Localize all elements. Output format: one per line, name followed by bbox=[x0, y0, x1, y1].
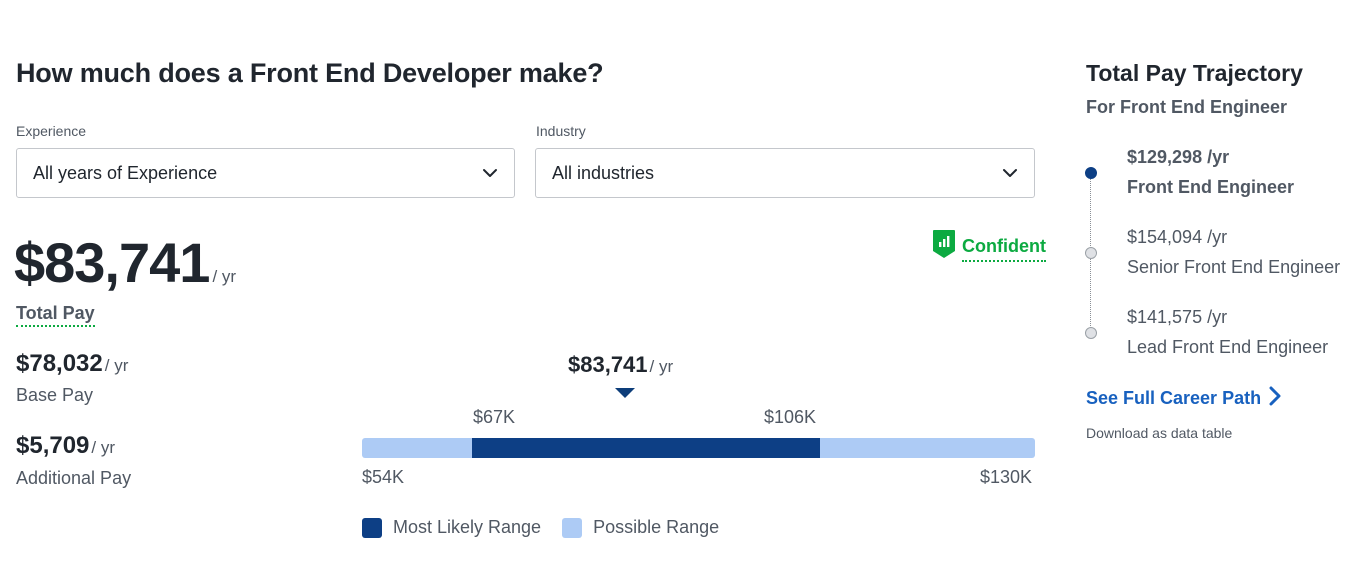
legend-item-possible: Possible Range bbox=[562, 517, 719, 538]
total-pay-label[interactable]: Total Pay bbox=[16, 302, 95, 327]
trajectory-role[interactable]: Front End Engineer bbox=[1127, 177, 1295, 197]
page-title: How much does a Front End Developer make… bbox=[16, 58, 604, 88]
base-pay-amount: $78,032/ yr bbox=[16, 350, 128, 378]
industry-select-value: All industries bbox=[552, 162, 655, 183]
timeline-dot-active bbox=[1085, 167, 1097, 179]
trajectory-role[interactable]: Senior Front End Engineer bbox=[1127, 257, 1341, 277]
chart-legend: Most Likely Range Possible Range bbox=[362, 517, 740, 538]
likely-min-label: $67K bbox=[473, 407, 516, 427]
legend-item-most-likely: Most Likely Range bbox=[362, 517, 541, 538]
industry-select[interactable]: All industries bbox=[535, 148, 1035, 198]
median-pay-label: $83,741/ yr bbox=[568, 352, 673, 378]
chevron-down-icon bbox=[1002, 165, 1018, 181]
confidence-badge[interactable]: Confident bbox=[932, 229, 1046, 262]
confidence-label[interactable]: Confident bbox=[962, 235, 1046, 262]
median-marker-icon bbox=[615, 388, 635, 398]
likely-max-label: $106K bbox=[764, 407, 817, 427]
possible-range-bar bbox=[362, 438, 1035, 458]
trajectory-pay: $129,298 /yr bbox=[1127, 147, 1230, 167]
additional-pay-value: $5,709 bbox=[16, 432, 90, 459]
download-data-table-link[interactable]: Download as data table bbox=[1086, 425, 1233, 441]
median-unit: / yr bbox=[649, 357, 674, 376]
trajectory-subtitle: For Front End Engineer bbox=[1086, 97, 1287, 117]
possible-min-label: $54K bbox=[362, 467, 405, 487]
most-likely-range-bar bbox=[472, 438, 820, 458]
timeline-dot bbox=[1085, 327, 1097, 339]
legend-label: Possible Range bbox=[593, 517, 720, 537]
trajectory-pay: $154,094 /yr bbox=[1127, 227, 1228, 247]
experience-label: Experience bbox=[16, 123, 87, 139]
total-pay-amount: $83,741/ yr bbox=[14, 230, 236, 295]
total-pay-value: $83,741 bbox=[14, 231, 210, 294]
see-full-career-path-link[interactable]: See Full Career Path bbox=[1086, 386, 1281, 411]
base-pay-value: $78,032 bbox=[16, 350, 103, 377]
additional-pay-amount: $5,709/ yr bbox=[16, 432, 115, 460]
median-value: $83,741 bbox=[568, 352, 648, 377]
trajectory-role[interactable]: Lead Front End Engineer bbox=[1127, 337, 1329, 357]
chevron-down-icon bbox=[482, 165, 498, 181]
experience-select[interactable]: All years of Experience bbox=[16, 148, 515, 198]
industry-label: Industry bbox=[536, 123, 586, 139]
career-link-label: See Full Career Path bbox=[1086, 388, 1262, 408]
legend-label: Most Likely Range bbox=[393, 517, 542, 537]
base-pay-label: Base Pay bbox=[16, 385, 94, 405]
additional-pay-label: Additional Pay bbox=[16, 468, 132, 488]
total-pay-unit: / yr bbox=[212, 267, 237, 286]
confidence-shield-icon bbox=[932, 229, 956, 259]
trajectory-pay: $141,575 /yr bbox=[1127, 307, 1228, 327]
experience-select-value: All years of Experience bbox=[33, 162, 218, 183]
possible-max-label: $130K bbox=[980, 467, 1033, 487]
base-pay-unit: / yr bbox=[104, 356, 129, 375]
timeline-dot bbox=[1085, 247, 1097, 259]
most-likely-swatch bbox=[362, 517, 382, 538]
chevron-right-icon bbox=[1269, 386, 1281, 411]
additional-pay-unit: / yr bbox=[91, 438, 116, 457]
trajectory-title: Total Pay Trajectory bbox=[1086, 60, 1303, 86]
possible-swatch bbox=[562, 517, 583, 538]
